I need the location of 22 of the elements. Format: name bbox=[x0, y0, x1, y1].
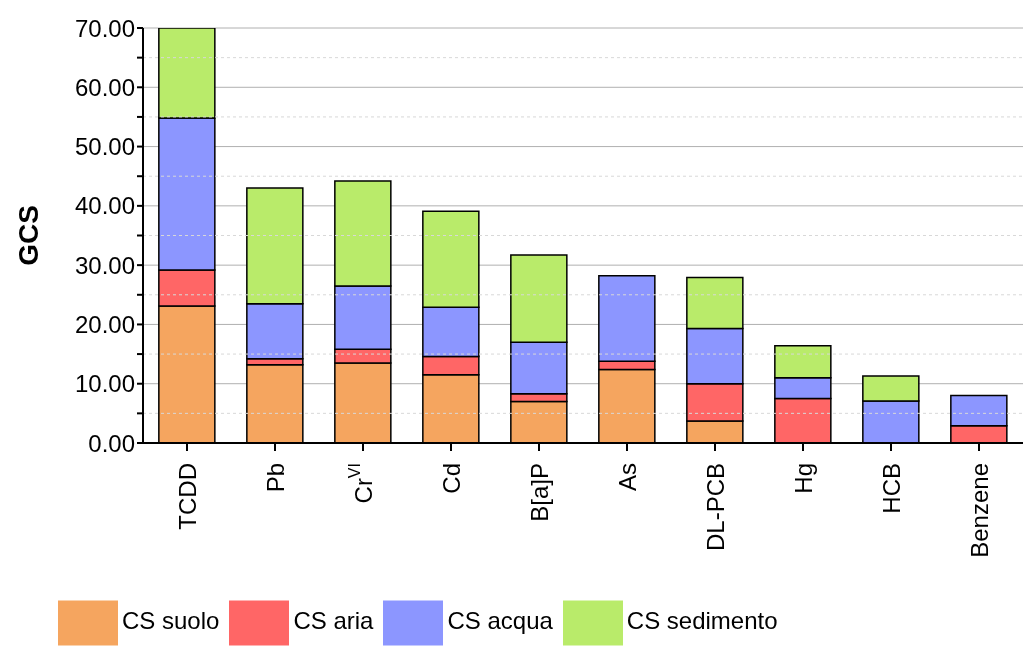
x-tick-label: Benzene bbox=[965, 463, 993, 558]
x-tick-label: B[a]P bbox=[525, 463, 553, 522]
x-tick-label: As bbox=[613, 463, 641, 492]
y-tick-label: 50.00 bbox=[74, 133, 135, 161]
y-tick-label: 40.00 bbox=[74, 192, 135, 220]
y-tick-label: 60.00 bbox=[74, 73, 135, 101]
legend-label: CS suolo bbox=[122, 607, 220, 635]
legend-label: CS aria bbox=[293, 607, 374, 635]
x-tick-label: Hg bbox=[789, 463, 817, 494]
x-tick-label: DL-PCB bbox=[701, 463, 729, 552]
x-tick-label: Cd bbox=[437, 463, 465, 494]
y-tick-label: 70.00 bbox=[74, 14, 135, 42]
y-tick-label: 0.00 bbox=[88, 429, 135, 457]
x-tick-label: Pb bbox=[261, 463, 289, 493]
legend-label: CS acqua bbox=[447, 607, 553, 635]
y-tick-label: 20.00 bbox=[74, 310, 135, 338]
x-tick-label: TCDD bbox=[173, 463, 201, 530]
y-tick-label: 10.00 bbox=[74, 370, 135, 398]
y-axis-title: GCS bbox=[12, 205, 44, 266]
legend-label: CS sedimento bbox=[626, 607, 778, 635]
y-tick-label: 30.00 bbox=[74, 251, 135, 279]
x-tick-label: HCB bbox=[877, 463, 905, 514]
